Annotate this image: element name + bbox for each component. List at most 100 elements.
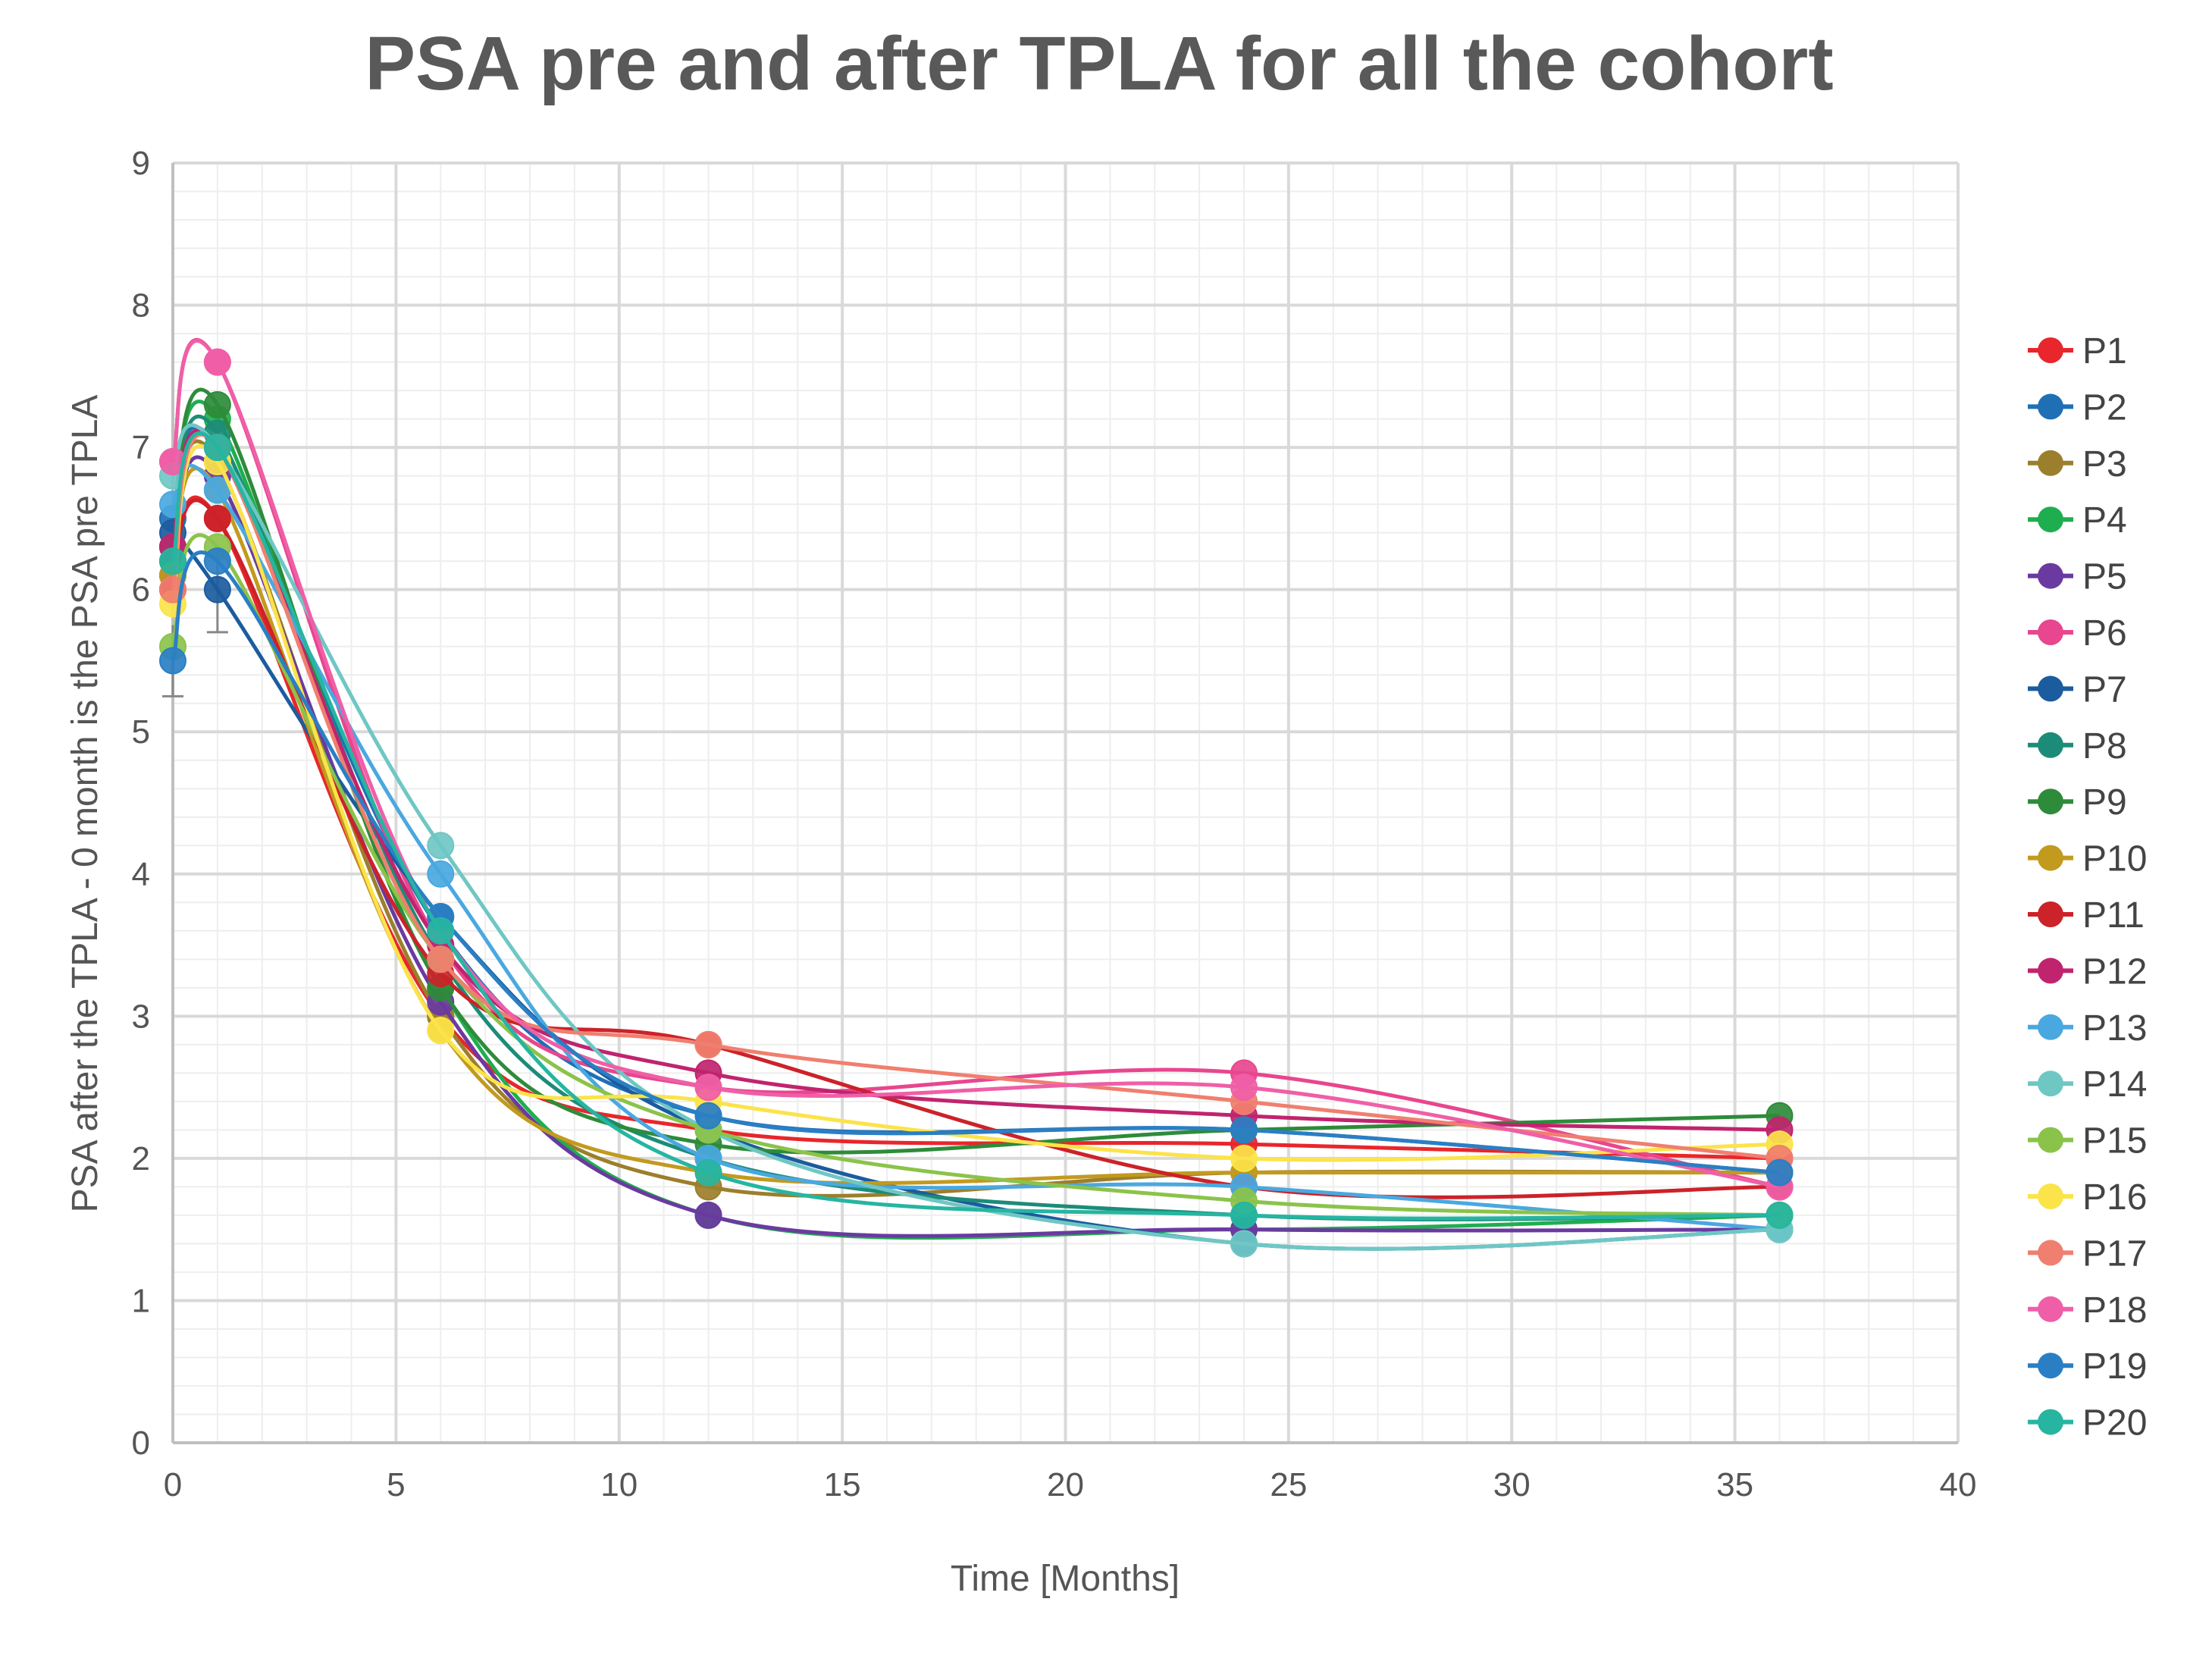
legend-marker bbox=[2038, 563, 2063, 589]
x-axis-title: Time [Months] bbox=[951, 1559, 1180, 1599]
legend-marker bbox=[2038, 676, 2063, 702]
data-point-P19-24 bbox=[1230, 1116, 1258, 1144]
legend-marker bbox=[2038, 337, 2063, 363]
legend-item-P8: P8 bbox=[2028, 726, 2127, 766]
legend-marker bbox=[2038, 1071, 2063, 1097]
data-point-P13-6 bbox=[427, 860, 455, 888]
legend-item-P17: P17 bbox=[2028, 1234, 2147, 1274]
x-tick-label: 20 bbox=[1047, 1466, 1084, 1503]
x-tick-label: 10 bbox=[600, 1466, 638, 1503]
y-tick-label: 2 bbox=[132, 1140, 150, 1177]
data-point-P19-0 bbox=[159, 647, 186, 675]
y-tick-label: 1 bbox=[132, 1282, 150, 1319]
legend-item-P13: P13 bbox=[2028, 1008, 2147, 1049]
y-tick-label: 5 bbox=[132, 713, 150, 751]
legend-label-P1: P1 bbox=[2082, 331, 2127, 371]
series-P20 bbox=[159, 431, 1794, 1229]
legend-item-P20: P20 bbox=[2028, 1403, 2147, 1444]
legend-item-P15: P15 bbox=[2028, 1121, 2147, 1161]
legend-marker bbox=[2038, 506, 2063, 533]
legend-marker bbox=[2038, 1296, 2063, 1322]
data-point-P16-24 bbox=[1230, 1144, 1258, 1172]
y-tick-label: 7 bbox=[132, 429, 150, 466]
legend-label-P10: P10 bbox=[2082, 839, 2147, 879]
legend-item-P18: P18 bbox=[2028, 1290, 2147, 1331]
y-tick-label: 4 bbox=[132, 856, 150, 893]
grid-layer bbox=[171, 161, 1960, 1444]
x-tick-label: 40 bbox=[1940, 1466, 1977, 1503]
legend-label-P4: P4 bbox=[2082, 500, 2127, 541]
legend-item-P10: P10 bbox=[2028, 839, 2147, 879]
x-tick-label: 15 bbox=[824, 1466, 861, 1503]
data-point-P7-1 bbox=[203, 575, 231, 603]
y-tick-label: 8 bbox=[132, 287, 150, 324]
legend-label-P2: P2 bbox=[2082, 387, 2127, 428]
series-line-P13 bbox=[171, 463, 1780, 1232]
data-point-P19-36 bbox=[1766, 1158, 1794, 1187]
legend: P1 P2 P3 P4 P5 P6 P7 P8 P9 P10 P11 P12 P13 P14 P15 P16 P… bbox=[2028, 331, 2147, 1444]
data-point-P5-12 bbox=[694, 1201, 722, 1229]
x-tick-label: 25 bbox=[1270, 1466, 1307, 1503]
x-tick-label: 35 bbox=[1716, 1466, 1753, 1503]
y-tick-label: 9 bbox=[132, 145, 150, 182]
legend-marker bbox=[2038, 619, 2063, 645]
series-layer bbox=[159, 337, 1794, 1258]
y-tick-label: 3 bbox=[132, 998, 150, 1035]
legend-item-P11: P11 bbox=[2028, 895, 2145, 936]
legend-marker bbox=[2038, 901, 2063, 927]
data-point-P19-1 bbox=[203, 547, 231, 575]
legend-marker bbox=[2038, 788, 2063, 815]
legend-label-P13: P13 bbox=[2082, 1008, 2147, 1049]
legend-item-P12: P12 bbox=[2028, 951, 2147, 992]
legend-marker bbox=[2038, 1240, 2063, 1266]
data-point-P19-12 bbox=[694, 1102, 722, 1130]
legend-marker bbox=[2038, 958, 2063, 984]
data-point-P18-12 bbox=[694, 1074, 722, 1102]
data-point-P18-24 bbox=[1230, 1074, 1258, 1102]
legend-marker bbox=[2038, 1127, 2063, 1153]
legend-item-P19: P19 bbox=[2028, 1346, 2147, 1387]
legend-label-P7: P7 bbox=[2082, 669, 2127, 710]
legend-item-P1: P1 bbox=[2028, 331, 2127, 371]
data-point-P18-1 bbox=[203, 348, 231, 376]
legend-marker bbox=[2038, 1353, 2063, 1379]
data-point-P17-6 bbox=[427, 945, 455, 973]
legend-marker bbox=[2038, 1183, 2063, 1209]
legend-label-P8: P8 bbox=[2082, 726, 2127, 766]
legend-label-P15: P15 bbox=[2082, 1121, 2147, 1161]
legend-label-P20: P20 bbox=[2082, 1403, 2147, 1444]
legend-marker bbox=[2038, 450, 2063, 476]
legend-label-P5: P5 bbox=[2082, 557, 2127, 597]
data-point-P16-6 bbox=[427, 1017, 455, 1045]
data-point-P20-1 bbox=[203, 434, 231, 462]
data-point-P20-6 bbox=[427, 917, 455, 945]
y-axis-title: PSA after the TPLA - 0 month is the PSA … bbox=[65, 395, 105, 1213]
legend-label-P17: P17 bbox=[2082, 1234, 2147, 1274]
legend-item-P9: P9 bbox=[2028, 782, 2127, 823]
legend-label-P16: P16 bbox=[2082, 1177, 2147, 1218]
data-point-P11-1 bbox=[203, 504, 231, 532]
legend-label-P6: P6 bbox=[2082, 613, 2127, 654]
legend-item-P5: P5 bbox=[2028, 557, 2127, 597]
legend-item-P4: P4 bbox=[2028, 500, 2127, 541]
data-point-P17-12 bbox=[694, 1030, 722, 1058]
data-point-P20-0 bbox=[159, 547, 186, 575]
data-point-P14-24 bbox=[1230, 1230, 1258, 1258]
legend-marker bbox=[2038, 732, 2063, 758]
legend-marker bbox=[2038, 845, 2063, 871]
legend-item-P3: P3 bbox=[2028, 444, 2127, 484]
legend-item-P16: P16 bbox=[2028, 1177, 2147, 1218]
legend-item-P6: P6 bbox=[2028, 613, 2127, 654]
x-tick-label: 5 bbox=[387, 1466, 405, 1503]
data-point-P20-36 bbox=[1766, 1201, 1794, 1229]
legend-label-P9: P9 bbox=[2082, 782, 2127, 823]
data-point-P20-24 bbox=[1230, 1201, 1258, 1229]
legend-label-P11: P11 bbox=[2082, 895, 2145, 936]
data-point-P18-0 bbox=[159, 447, 186, 475]
legend-label-P18: P18 bbox=[2082, 1290, 2147, 1331]
legend-item-P14: P14 bbox=[2028, 1064, 2147, 1105]
data-point-P9-1 bbox=[203, 390, 231, 418]
